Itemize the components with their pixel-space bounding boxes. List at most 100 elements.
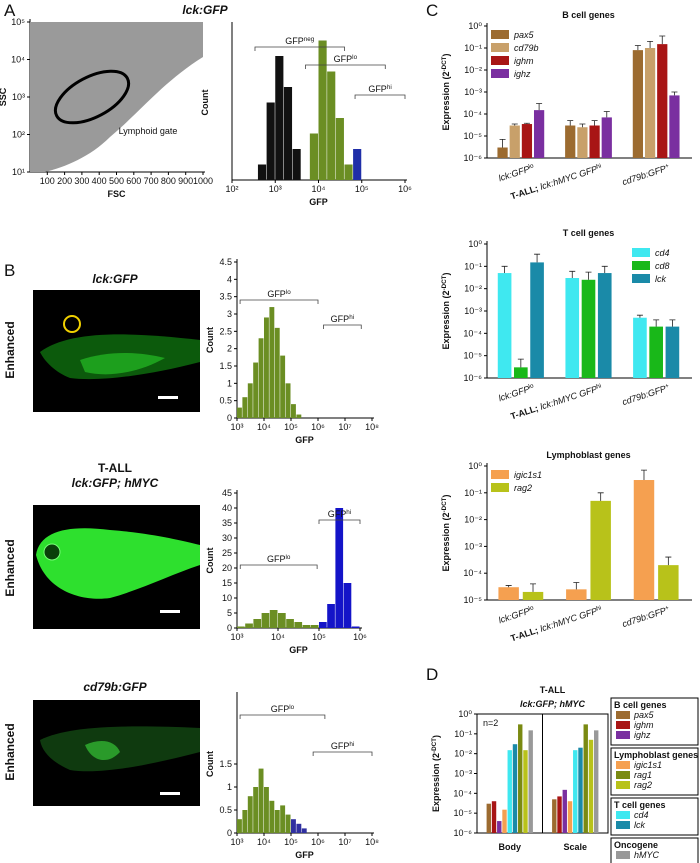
gate-bracket bbox=[354, 94, 406, 99]
y-tick-label: 10² bbox=[12, 130, 25, 140]
error-bar bbox=[669, 319, 676, 327]
x-tick-label: 400 bbox=[92, 176, 107, 186]
y-axis-title-part: ) bbox=[431, 735, 441, 738]
x-tick-label: 10⁴ bbox=[312, 184, 326, 194]
bar bbox=[581, 279, 596, 378]
x-axis-title: GFP bbox=[295, 850, 314, 860]
histogram-bar bbox=[242, 810, 248, 833]
bar bbox=[565, 125, 576, 158]
legend-swatch bbox=[632, 248, 650, 257]
legend-swatch bbox=[616, 731, 630, 739]
fish bbox=[36, 528, 200, 599]
x-tick-label: 10³ bbox=[269, 184, 282, 194]
histogram-bar bbox=[253, 362, 259, 418]
bar bbox=[669, 95, 680, 158]
x-tick-label: 10⁶ bbox=[398, 184, 412, 194]
y-tick-label: 10⁰ bbox=[468, 239, 482, 249]
y-tick-label: 1 bbox=[227, 782, 232, 792]
y-tick-label: 25 bbox=[222, 548, 232, 558]
histogram-bar bbox=[292, 149, 301, 180]
legend-swatch bbox=[491, 69, 509, 78]
y-tick-label: 10¹ bbox=[12, 167, 25, 177]
y-axis-title-part: Expression (2 bbox=[441, 291, 451, 350]
x-tick-label-part: lck:GFP bbox=[497, 606, 531, 625]
bar bbox=[573, 750, 578, 833]
x-tick-label-part: lck:hMYC GFP bbox=[539, 384, 599, 412]
panel-label: B bbox=[4, 261, 15, 280]
bar bbox=[533, 110, 545, 158]
histogram-bar bbox=[318, 40, 327, 180]
y-tick-label: 10⁻¹ bbox=[464, 488, 482, 498]
y-tick-label: 10⁵ bbox=[11, 17, 25, 27]
y-tick-label: 10⁻⁵ bbox=[464, 131, 483, 141]
histogram-bar bbox=[291, 819, 296, 833]
legend-label: cd4 bbox=[655, 248, 670, 258]
y-axis-title-part: -DCT bbox=[441, 56, 448, 71]
x-tick-label: 10⁸ bbox=[365, 837, 379, 847]
y-tick-label: 3.5 bbox=[219, 292, 232, 302]
histogram-bar bbox=[278, 613, 286, 628]
y-tick-label: 45 bbox=[222, 488, 232, 498]
panel-label: C bbox=[426, 1, 438, 20]
histogram-bar bbox=[301, 828, 307, 833]
x-tick-label-part: lck:hMYC GFP bbox=[539, 164, 599, 192]
bar bbox=[583, 724, 588, 833]
bar bbox=[523, 750, 528, 833]
bar bbox=[658, 565, 679, 600]
histogram-bar bbox=[335, 508, 344, 628]
x-tick-label: 10³ bbox=[230, 632, 243, 642]
x-tick-label: 100 bbox=[40, 176, 55, 186]
y-tick-label: 2.5 bbox=[219, 326, 232, 336]
histogram-bar bbox=[285, 814, 291, 833]
gate-label-part: neg bbox=[304, 36, 315, 43]
legend-swatch bbox=[616, 721, 630, 729]
legend-swatch bbox=[616, 851, 630, 859]
bar bbox=[502, 809, 507, 833]
histogram-bar bbox=[327, 71, 336, 180]
x-tick-label: Body bbox=[499, 842, 522, 852]
legend-group: T cell genes bbox=[614, 800, 666, 810]
y-tick-label: 1.5 bbox=[219, 759, 232, 769]
bar bbox=[590, 500, 611, 600]
y-tick-label: 10⁻² bbox=[464, 284, 482, 294]
histogram-bar bbox=[264, 787, 269, 833]
y-tick-label: 10⁻⁶ bbox=[464, 153, 483, 163]
histogram-bar bbox=[353, 149, 362, 180]
gate-label-part: GFP bbox=[328, 509, 347, 519]
legend-label: pax5 bbox=[513, 30, 535, 40]
y-tick-label: 10⁻⁶ bbox=[464, 373, 483, 383]
legend-label: lck bbox=[655, 274, 666, 284]
bar bbox=[665, 326, 680, 378]
bar bbox=[512, 744, 518, 833]
y-tick-label: 20 bbox=[222, 563, 232, 573]
x-tick-label-part: cd79b:GFP bbox=[621, 164, 667, 188]
x-axis-title: GFP bbox=[289, 645, 308, 655]
y-axis-title-part: -DCT bbox=[441, 275, 448, 290]
x-tick-label-part: lo bbox=[528, 162, 535, 170]
gate-bracket bbox=[318, 519, 361, 524]
bar bbox=[649, 326, 663, 378]
histogram-bar bbox=[253, 619, 262, 628]
legend-box bbox=[610, 747, 699, 796]
highlight-circle bbox=[63, 315, 81, 333]
legend-swatch bbox=[491, 56, 509, 65]
x-tick-label-part: hi bbox=[595, 162, 602, 170]
x-tick-label-part: hi bbox=[595, 604, 602, 612]
x-tick-label-part: T-ALL; bbox=[509, 402, 542, 421]
photo-label: Enhanced bbox=[3, 539, 17, 596]
gate-label: GFPhi bbox=[331, 314, 354, 325]
y-axis-title-part: ) bbox=[441, 272, 451, 275]
y-tick-label: 10⁻⁴ bbox=[463, 328, 482, 338]
y-tick-label: 1.5 bbox=[219, 361, 232, 371]
chart-title: Lymphoblast genes bbox=[546, 450, 630, 460]
legend-label: ighm bbox=[514, 56, 534, 66]
x-tick-label: 10⁵ bbox=[312, 632, 326, 642]
gate-label: GFPlo bbox=[334, 54, 358, 65]
histogram-bar bbox=[264, 317, 269, 418]
bar bbox=[633, 317, 647, 378]
bar bbox=[514, 367, 528, 378]
error-bar bbox=[636, 314, 643, 318]
x-tick-label-part: lck:hMYC GFP bbox=[539, 606, 599, 634]
x-tick-label: 10⁵ bbox=[284, 422, 298, 432]
bar bbox=[644, 48, 656, 158]
